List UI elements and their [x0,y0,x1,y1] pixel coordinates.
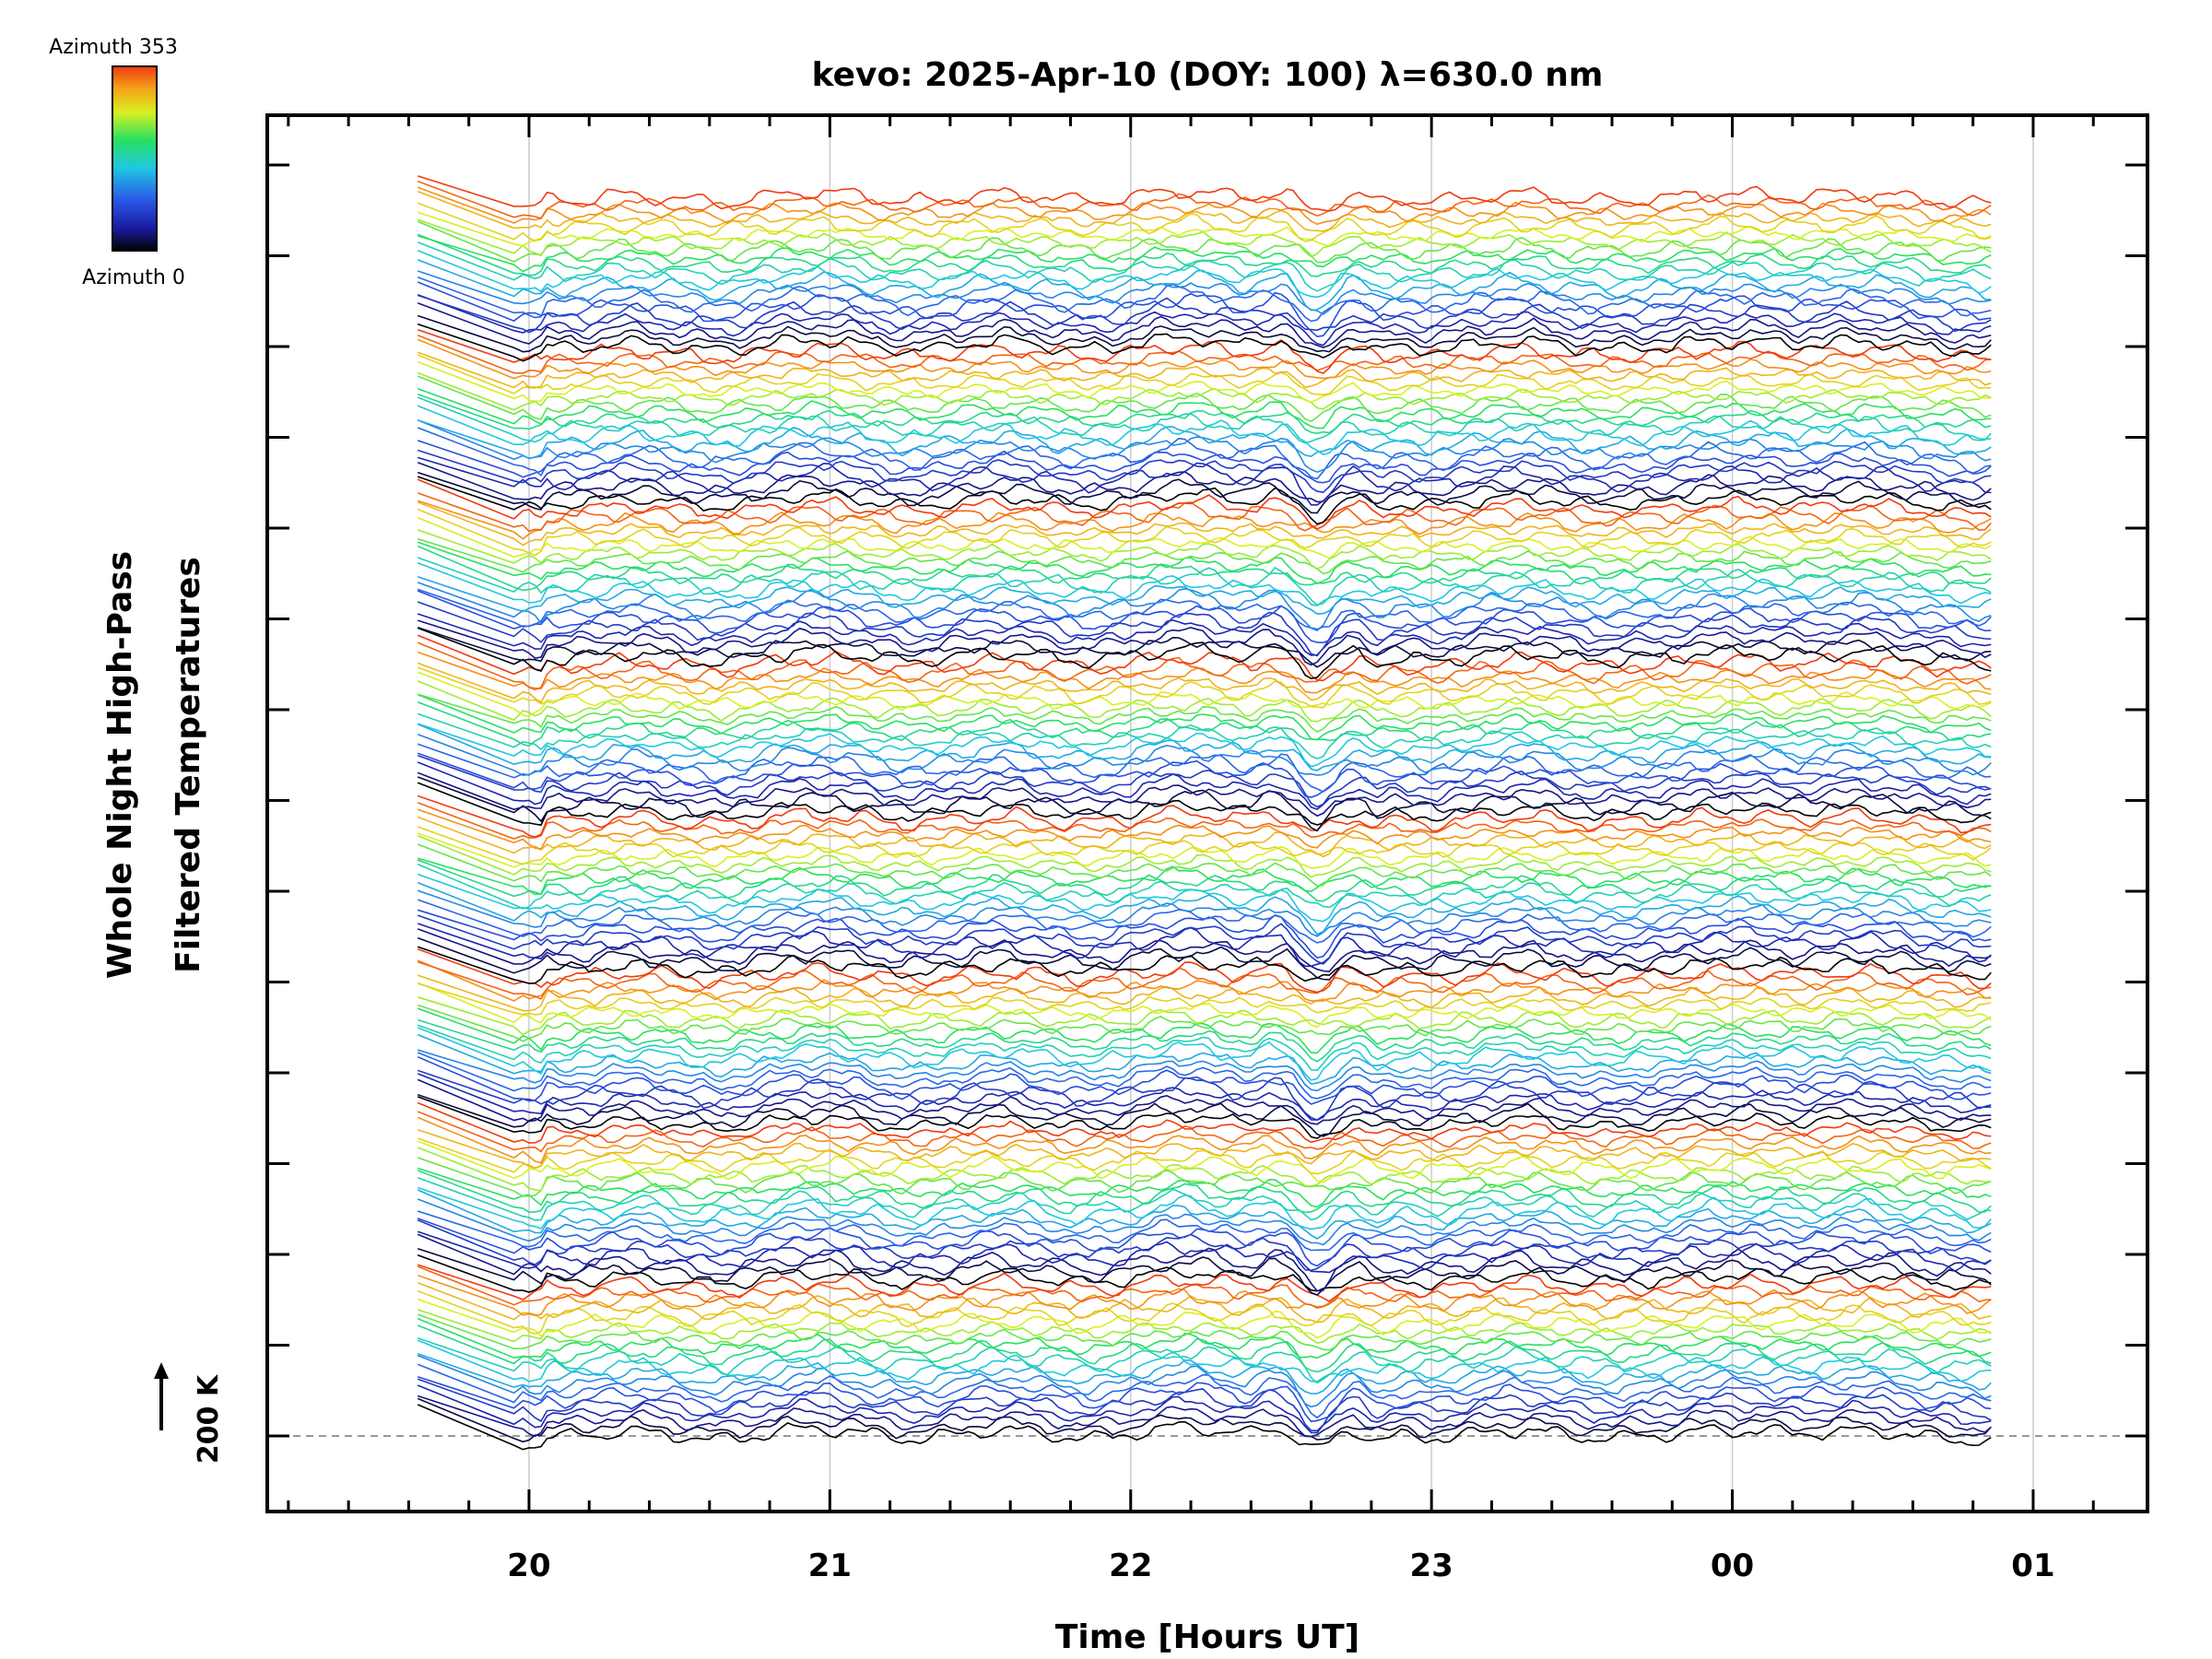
series-line-163 [418,203,1991,241]
series-line-59 [418,975,1991,1011]
series-line-110 [418,591,1991,642]
series-line-74 [418,860,1991,901]
scale-bar-label: 200 K [193,1373,225,1464]
series-line-3 [418,1385,1991,1432]
colorbar: Azimuth 353 Azimuth 0 [49,36,185,289]
colorbar-gradient [112,66,157,251]
x-tick-label: 23 [1410,1547,1453,1584]
y-axis-label-line1: Whole Night High-Pass [101,551,139,979]
series-line-146 [418,330,1991,373]
series-line-153 [418,277,1991,322]
series-line-90 [418,744,1991,792]
series-line-95 [418,702,1991,747]
series-line-28 [418,1199,1991,1245]
series-line-84 [418,782,1991,825]
series-line-156 [418,251,1991,298]
series-line-32 [418,1171,1991,1213]
series-line-149 [418,303,1991,347]
series-line-24 [418,1231,1991,1272]
x-axis-label: Time [Hours UT] [1055,1618,1359,1656]
series-line-53 [418,1020,1991,1062]
chart: Azimuth 353 Azimuth 0 kevo: 2025-Apr-10 … [0,0,2212,1659]
scale-bar-arrow [154,1362,169,1379]
series-line-164 [418,192,1991,231]
x-tick-label: 21 [808,1547,852,1584]
series-line-128 [418,463,1991,502]
series-line-87 [418,762,1991,809]
series-line-151 [418,295,1991,332]
series-line-125 [418,479,1991,529]
x-tick-label: 22 [1109,1547,1152,1584]
y-axis-label-line2: Filtered Temperatures [170,557,207,973]
series-line-137 [418,394,1991,434]
x-tick-label: 01 [2011,1547,2054,1584]
series-line-43 [418,1095,1991,1136]
colorbar-top-label: Azimuth 353 [49,36,178,59]
series-line-13 [418,1314,1991,1350]
x-tick-label: 00 [1711,1547,1754,1584]
series-line-66 [418,924,1991,966]
x-tick-label: 20 [507,1547,550,1584]
series-line-94 [418,714,1991,759]
x-tick-labels: 20 21 22 23 00 01 [507,1547,2054,1584]
series-line-121 [418,510,1991,556]
series-line-12 [418,1319,1991,1359]
series-line-69 [418,900,1991,943]
series-group [418,176,1991,1450]
series-line-50 [418,1035,1991,1084]
series-line-141 [418,362,1991,403]
series-line-36 [418,1141,1991,1182]
chart-title: kevo: 2025-Apr-10 (DOY: 100) λ=630.0 nm [812,56,1604,94]
scale-bar: 200 K [154,1362,225,1464]
series-line-52 [418,1025,1991,1070]
series-line-104 [418,635,1991,680]
series-line-8 [418,1354,1991,1394]
colorbar-bottom-label: Azimuth 0 [82,266,185,289]
series-line-37 [418,1138,1991,1174]
series-line-48 [418,1053,1991,1099]
series-line-47 [418,1057,1991,1104]
series-line-152 [418,282,1991,336]
